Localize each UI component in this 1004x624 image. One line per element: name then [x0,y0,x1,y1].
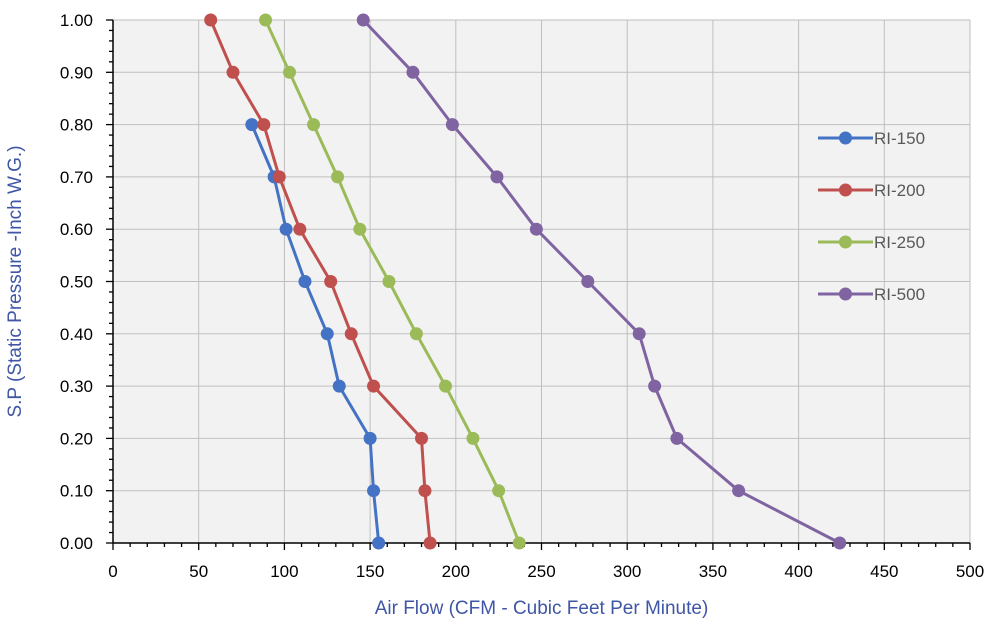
data-point [257,118,271,132]
data-point [272,170,286,184]
x-tick-label: 0 [108,562,117,581]
data-point [204,13,218,27]
y-tick-label: 0.60 [60,220,93,239]
data-point [353,222,367,236]
data-point [372,536,386,550]
data-point [415,431,429,445]
x-tick-label: 400 [784,562,812,581]
series-ri-200 [204,13,437,550]
legend-marker [839,235,852,249]
x-tick-label: 100 [270,562,298,581]
data-point [245,118,259,132]
data-point [418,484,432,498]
series-layer [204,13,847,550]
data-point [367,484,381,498]
y-tick-label: 0.10 [60,482,93,501]
data-point [445,118,459,132]
legend-label: RI-150 [874,129,925,148]
data-point [833,536,847,550]
data-point [732,484,746,498]
x-tick-label: 200 [442,562,470,581]
data-point [439,379,453,393]
y-tick-label: 0.50 [60,273,93,292]
data-point [226,65,240,79]
data-point [332,379,346,393]
legend-item-ri-500: RI-500 [818,285,925,304]
data-point [367,379,381,393]
data-point [512,536,526,550]
y-tick-label: 0.70 [60,168,93,187]
data-point [307,118,321,132]
y-tick-label: 0.00 [60,534,93,553]
data-point [279,222,293,236]
gridlines [113,19,971,543]
x-tick-label: 150 [356,562,384,581]
legend-label: RI-250 [874,233,925,252]
data-point [670,431,684,445]
data-point [406,65,420,79]
data-point [331,170,345,184]
x-axis-title: Air Flow (CFM - Cubic Feet Per Minute) [375,598,709,619]
data-point [356,13,370,27]
data-point [382,275,396,288]
data-point [466,431,480,445]
data-point [283,65,297,79]
x-tick-label: 50 [189,562,208,581]
x-tick-label: 450 [870,562,898,581]
y-tick-label: 0.30 [60,377,93,396]
data-point [259,13,273,27]
data-point [320,327,334,341]
x-tick-label: 300 [613,562,641,581]
data-point [409,327,423,341]
legend-item-ri-150: RI-150 [818,129,925,148]
data-point [648,379,662,393]
legend: RI-150 RI-200 RI-250 RI-500 [818,129,925,304]
x-tick-label: 250 [527,562,555,581]
data-point [324,275,338,288]
legend-item-ri-250: RI-250 [818,233,925,252]
data-point [581,275,595,288]
legend-label: RI-500 [874,285,925,304]
x-tick-label: 500 [956,562,984,581]
data-point [363,431,377,445]
y-tick-label: 0.40 [60,325,93,344]
series-ri-250 [259,13,526,550]
data-point [298,275,312,288]
axes [106,19,971,550]
y-tick-label: 0.20 [60,429,93,448]
data-point [632,327,646,341]
legend-marker [839,131,852,145]
data-point [423,536,437,550]
y-tick-label: 0.90 [60,63,93,82]
legend-marker [839,287,852,301]
y-tick-label: 0.80 [60,116,93,135]
series-ri-150 [245,118,386,550]
data-point [492,484,506,498]
data-point [344,327,358,341]
data-point [293,222,307,236]
legend-marker [839,183,852,197]
y-tick-label: 1.00 [60,11,93,30]
x-tick-label: 350 [699,562,727,581]
data-point [490,170,504,184]
tick-labels: 0 50 100 150 200 250 300 350 400 450 500 0.00 0.10 0.… [60,11,984,581]
legend-label: RI-200 [874,181,925,200]
series-ri-500 [356,13,847,550]
legend-item-ri-200: RI-200 [818,181,925,200]
data-point [529,222,543,236]
y-axis-title: S.P (Static Pressure -Inch W.G.) [5,145,26,417]
